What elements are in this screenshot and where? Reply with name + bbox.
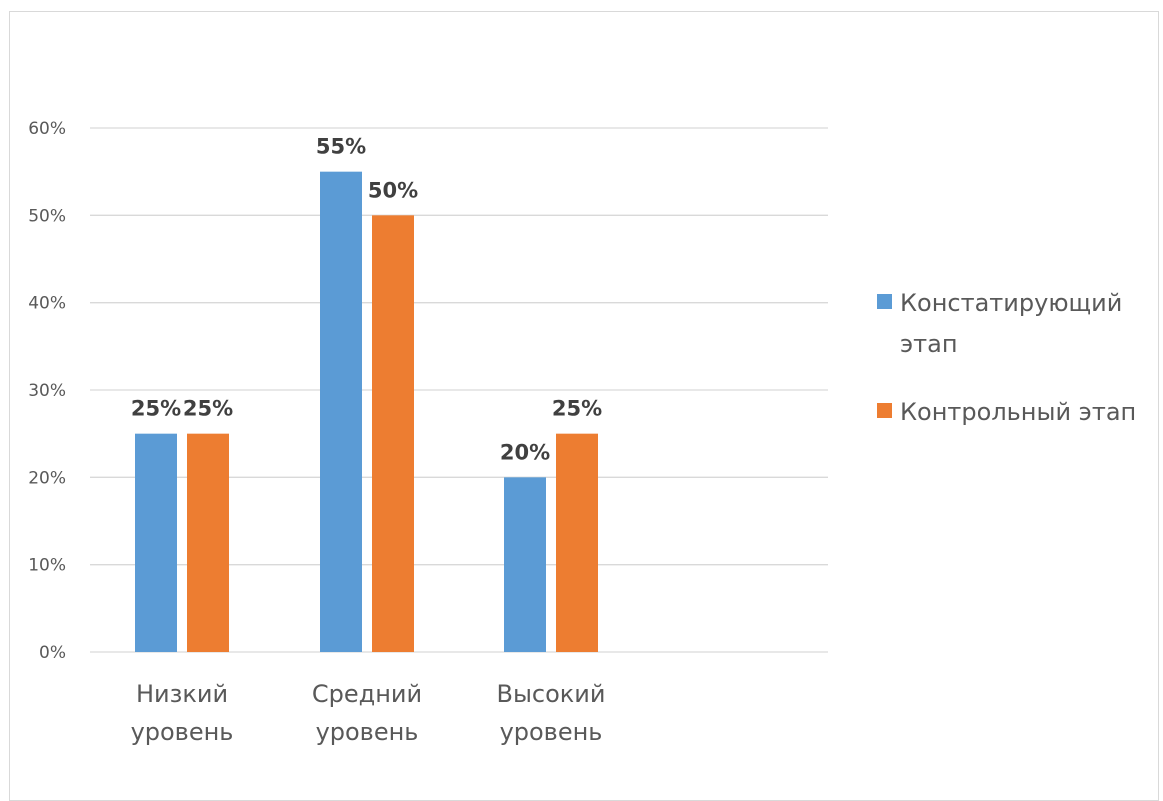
category-label: уровень bbox=[500, 718, 603, 746]
y-axis-ticks: 0% 10% 20% 30% 40% 50% 60% bbox=[28, 119, 66, 663]
bar-series-0-cat-1 bbox=[320, 171, 362, 652]
bars bbox=[135, 171, 598, 653]
bar-series-1-cat-1 bbox=[372, 215, 414, 653]
legend-label-series-1: Контрольный этап bbox=[900, 398, 1136, 426]
y-tick-label: 0% bbox=[39, 643, 66, 663]
category-label: Средний bbox=[312, 680, 422, 708]
y-tick-label: 30% bbox=[28, 381, 66, 401]
legend: Констатирующий этап Контрольный этап bbox=[877, 289, 1136, 426]
legend-label-series-0: этап bbox=[900, 330, 958, 358]
y-tick-label: 50% bbox=[28, 206, 66, 226]
x-axis-categories: Низкий уровень Средний уровень Высокий уровен… bbox=[131, 680, 606, 746]
y-tick-label: 20% bbox=[28, 468, 66, 488]
data-label-series-0-cat-0: 25% bbox=[131, 397, 181, 421]
category-label: уровень bbox=[316, 718, 419, 746]
y-tick-label: 10% bbox=[28, 556, 66, 576]
bar-series-1-cat-0 bbox=[187, 433, 229, 652]
data-label-series-1-cat-2: 25% bbox=[552, 397, 602, 421]
category-label: уровень bbox=[131, 718, 234, 746]
category-label: Высокий bbox=[497, 680, 606, 708]
legend-label-series-0: Констатирующий bbox=[900, 289, 1122, 317]
legend-swatch-series-1 bbox=[877, 403, 892, 418]
category-label: Низкий bbox=[136, 680, 228, 708]
bar-series-1-cat-2 bbox=[556, 433, 598, 652]
legend-swatch-series-0 bbox=[877, 294, 892, 309]
bar-series-0-cat-0 bbox=[135, 433, 177, 652]
data-label-series-0-cat-2: 20% bbox=[500, 440, 550, 464]
data-label-series-1-cat-0: 25% bbox=[183, 397, 233, 421]
y-tick-label: 40% bbox=[28, 294, 66, 314]
data-labels: 25%55%20%25%50%25% bbox=[131, 135, 602, 465]
bar-series-0-cat-2 bbox=[504, 477, 546, 652]
data-label-series-0-cat-1: 55% bbox=[316, 135, 366, 159]
data-label-series-1-cat-1: 50% bbox=[368, 178, 418, 202]
y-tick-label: 60% bbox=[28, 119, 66, 139]
